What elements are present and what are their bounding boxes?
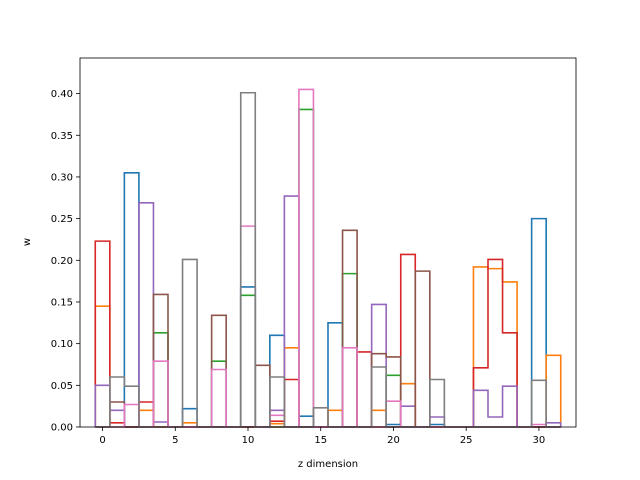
- x-tick-label: 20: [387, 435, 400, 446]
- x-axis-label: z dimension: [298, 459, 358, 470]
- x-tick-label: 30: [533, 435, 546, 446]
- y-axis: 0.00 0.05 0.10 0.15 0.20 0.25 0.30 0.35 0.40: [51, 89, 80, 434]
- y-tick-label: 0.35: [51, 131, 73, 142]
- x-tick-label: 0: [99, 435, 105, 446]
- y-tick-label: 0.40: [51, 89, 73, 100]
- y-axis-label: w: [22, 238, 33, 246]
- x-tick-label: 10: [242, 435, 255, 446]
- x-axis: 0 5 10 15 20 25 30: [99, 427, 545, 446]
- y-tick-label: 0.20: [51, 256, 73, 267]
- x-tick-label: 5: [172, 435, 178, 446]
- plot-frame: [79, 57, 577, 428]
- y-tick-label: 0.15: [51, 297, 73, 308]
- x-tick-label: 25: [460, 435, 473, 446]
- y-tick-label: 0.30: [51, 172, 73, 183]
- x-tick-label: 15: [314, 435, 327, 446]
- y-tick-label: 0.05: [51, 381, 73, 392]
- y-tick-label: 0.00: [51, 423, 73, 434]
- y-tick-label: 0.10: [51, 339, 73, 350]
- y-tick-label: 0.25: [51, 214, 73, 225]
